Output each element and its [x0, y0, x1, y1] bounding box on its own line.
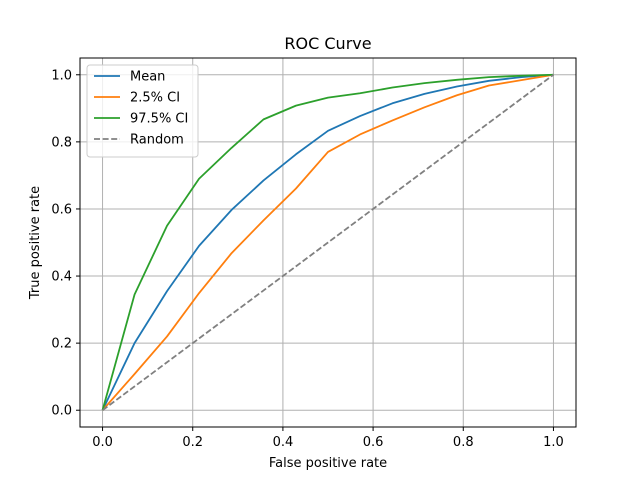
tick-layer: 0.0 0.2 0.4 0.6 0.8 1.0 0.0 0.2 0.4 0.6 0.8 1.0: [51, 68, 563, 450]
x-tick-label: 0.2: [182, 435, 203, 450]
x-tick-label: 0.8: [453, 435, 474, 450]
series-line-2-5-ci: [101, 73, 554, 411]
legend-label: 97.5% CI: [130, 112, 188, 127]
x-axis-label: False positive rate: [269, 456, 387, 471]
series-line-97-5-ci: [101, 73, 554, 411]
y-axis-label: True positive rate: [28, 186, 43, 300]
x-tick-label: 0.6: [363, 435, 384, 450]
y-tick-label: 0.6: [51, 202, 72, 217]
series-line-random: [102, 74, 554, 411]
legend-label: Random: [130, 133, 184, 148]
plot-frame: [79, 57, 577, 428]
y-tick-label: 0.8: [51, 135, 72, 150]
legend: Mean 2.5% CI 97.5% CI Random: [86, 64, 199, 158]
series-layer: [101, 73, 554, 411]
x-tick-label: 0.4: [273, 435, 294, 450]
x-tick-label: 1.0: [543, 435, 564, 450]
y-tick-label: 1.0: [51, 68, 72, 83]
legend-label: Mean: [130, 70, 165, 85]
legend-label: 2.5% CI: [130, 91, 180, 106]
chart-title: ROC Curve: [284, 34, 371, 53]
x-tick-label: 0.0: [92, 435, 113, 450]
series-line-mean: [101, 73, 554, 411]
y-tick-label: 0.2: [51, 337, 72, 352]
y-tick-label: 0.0: [51, 404, 72, 419]
grid-layer: [80, 58, 576, 427]
legend-box: [86, 64, 199, 158]
y-tick-label: 0.4: [51, 270, 72, 285]
